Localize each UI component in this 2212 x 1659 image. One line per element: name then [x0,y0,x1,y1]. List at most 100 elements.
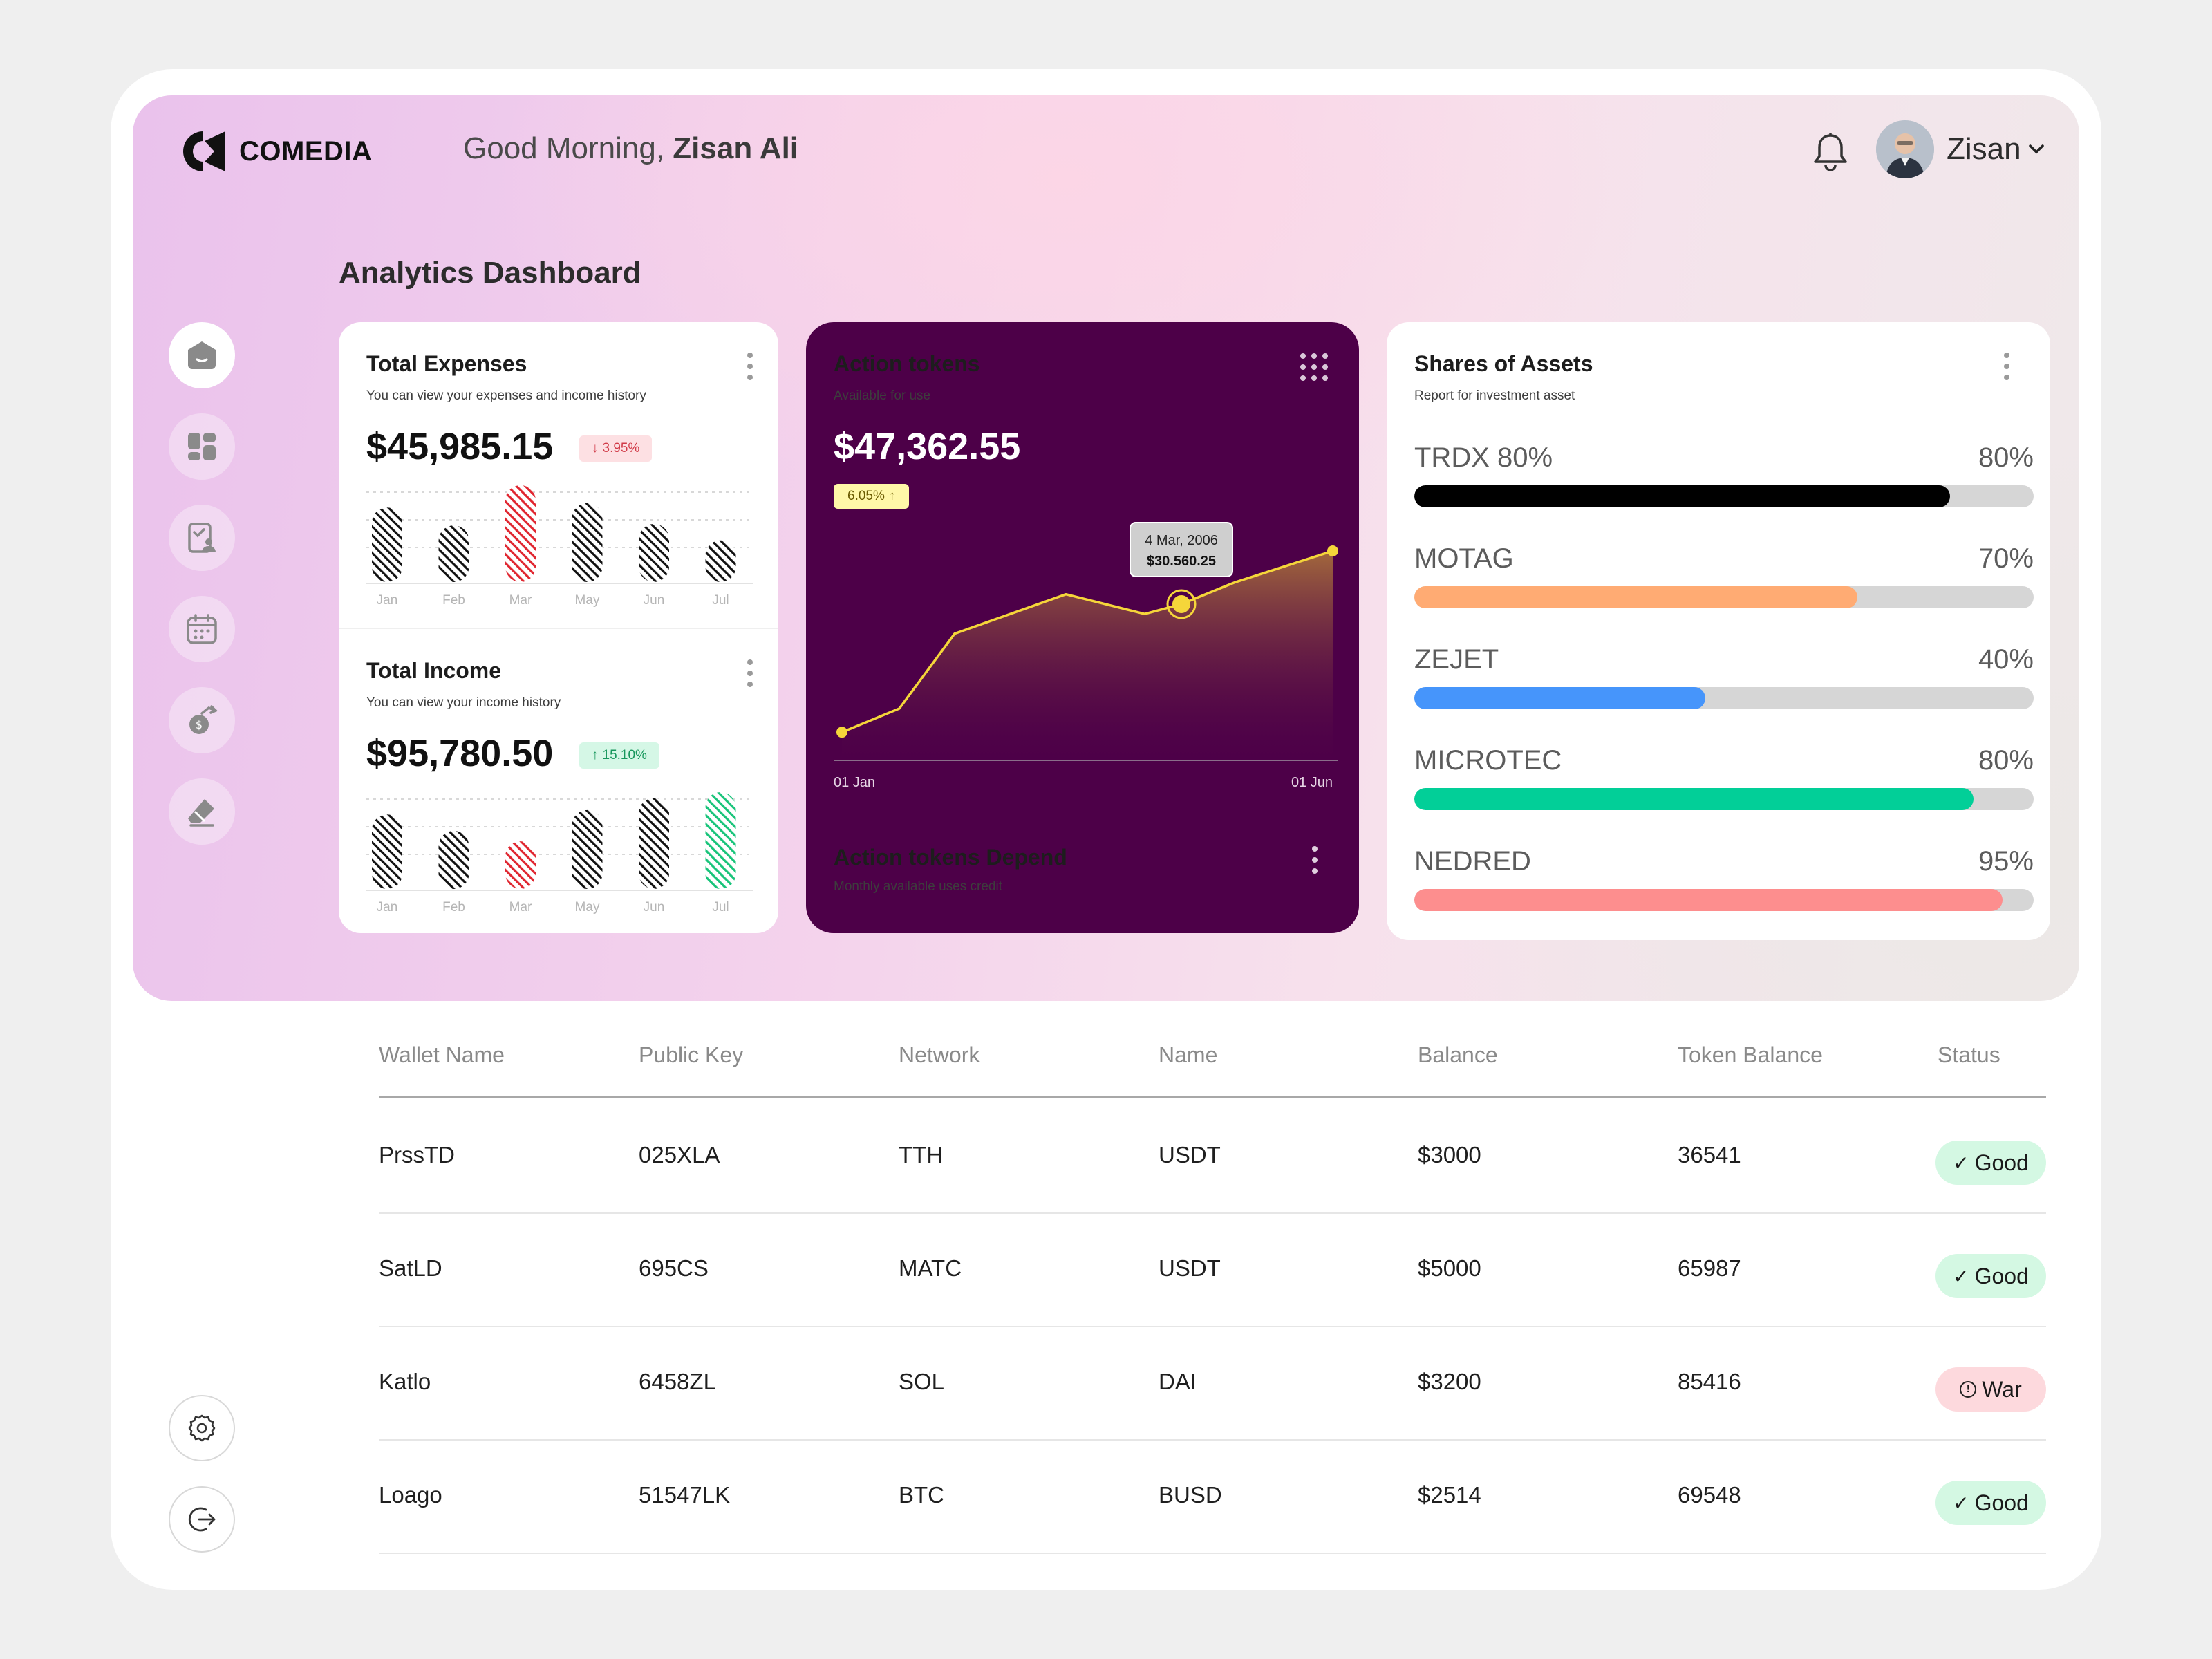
tokens-footer-menu-button[interactable] [1311,846,1319,874]
column-header[interactable]: Token Balance [1678,1042,1823,1067]
tokens-footer-subtitle: Monthly available uses credit [834,879,1002,894]
eraser-icon [188,799,214,827]
avatar [1876,120,1934,178]
brand-logo[interactable]: COMEDIA [177,129,372,174]
share-value: 70% [1978,543,2034,574]
arrow-down-icon: ↓ [592,441,599,456]
column-header[interactable]: Name [1159,1042,1218,1067]
table-cell: 36541 [1678,1142,1741,1168]
income-bar-chart: Jan Feb Mar May Jun Jul [366,792,753,915]
arrow-up-icon: ↑ [592,748,599,762]
share-label: MOTAG [1414,543,1514,574]
bar-jan[interactable] [372,507,402,582]
column-header[interactable]: Balance [1418,1042,1498,1067]
arrow-up-icon: ↑ [888,489,896,503]
tokens-change-badge: 6.05% ↑ [834,484,910,509]
share-value: 40% [1978,644,2034,675]
chevron-down-icon[interactable] [2028,144,2045,155]
bar-feb[interactable] [438,525,469,582]
bar-jul[interactable] [705,540,736,582]
share-progress-fill [1414,586,1857,608]
month-label: May [575,900,600,915]
bar-may[interactable] [572,809,603,889]
bar-jul[interactable] [705,792,736,889]
column-header[interactable]: Public Key [639,1042,744,1067]
report-user-icon [188,523,216,553]
column-header[interactable]: Wallet Name [379,1042,505,1067]
expenses-title: Total Expenses [366,351,527,376]
bar-mar[interactable] [505,485,536,582]
tooltip-value: $30.560.25 [1147,554,1216,569]
series-line [841,550,1333,733]
income-menu-button[interactable] [746,659,754,687]
table-header-divider [379,1096,2046,1098]
status-label: Good [1974,1490,2029,1515]
settings-icon [188,1414,216,1442]
sidebar-item-logout[interactable] [169,1486,235,1553]
income-subtitle: You can view your income history [366,695,561,710]
bar-jun[interactable] [639,798,669,889]
sidebar-item-home[interactable] [169,322,235,388]
data-point[interactable] [836,727,847,738]
status-badge: ✓ Good [1936,1141,2046,1185]
share-value: 80% [1978,745,2034,776]
column-header[interactable]: Network [899,1042,980,1067]
sidebar-item-calendar[interactable] [169,596,235,662]
status-badge: ! War [1936,1367,2046,1412]
tokens-subtitle: Available for use [834,388,931,403]
tokens-title: Action tokens [834,351,980,376]
check-icon: ✓ [1953,1265,1969,1287]
bar-may[interactable] [572,503,603,582]
income-change: 15.10% [602,748,647,762]
table-cell: PrssTD [379,1142,455,1168]
month-label: Mar [509,593,532,608]
shares-menu-button[interactable] [2003,353,2011,380]
table-cell: $5000 [1418,1255,1481,1281]
sidebar-item-reports[interactable] [169,505,235,571]
status-label: War [1982,1376,2022,1402]
apps-grid-icon[interactable] [1300,353,1329,382]
table-cell: USDT [1159,1255,1221,1281]
expenses-menu-button[interactable] [746,353,754,380]
sidebar-item-growth[interactable]: $ [169,687,235,753]
table-cell: MATC [899,1255,962,1281]
share-value: 95% [1978,846,2034,877]
tokens-amount: $47,362.55 [834,426,1021,467]
expenses-change-badge: ↓ 3.95% [579,435,653,462]
row-divider [379,1553,2046,1554]
highlight-ring[interactable] [1166,589,1197,619]
month-label: Jul [712,593,729,608]
user-menu[interactable]: Zisan [1876,120,2045,178]
bar-mar[interactable] [505,841,536,889]
bar-jun[interactable] [639,524,669,582]
sidebar-item-tools[interactable] [169,778,235,845]
table-cell: 025XLA [639,1142,720,1168]
shares-card [1387,322,2050,940]
table-cell: 69548 [1678,1482,1741,1508]
bar-jan[interactable] [372,814,402,889]
user-name: Zisan [1947,132,2021,166]
sidebar-item-dashboard[interactable] [169,413,235,480]
sidebar-item-settings[interactable] [169,1395,235,1461]
table-cell: SOL [899,1369,945,1394]
expenses-amount: $45,985.15 [366,426,554,467]
table-cell: BTC [899,1482,944,1508]
highlight-point[interactable] [1172,594,1190,613]
share-progress-track [1414,788,2034,810]
month-label: Jun [644,593,665,608]
calendar-icon [187,614,217,644]
row-divider [379,1326,2046,1327]
bell-icon[interactable] [1811,131,1850,171]
tooltip-date: 4 Mar, 2006 [1145,533,1218,548]
share-progress-fill [1414,687,1706,709]
month-label: Jun [644,900,665,915]
share-value: 80% [1978,442,2034,473]
status-label: Good [1974,1263,2029,1288]
bar-feb[interactable] [438,831,469,889]
share-progress-fill [1414,485,1951,507]
tokens-change: 6.05% [847,489,885,503]
warning-icon: ! [1960,1381,1977,1398]
avatar-portrait-icon [1876,120,1934,178]
data-point[interactable] [1327,545,1338,556]
column-header[interactable]: Status [1938,1042,2000,1067]
